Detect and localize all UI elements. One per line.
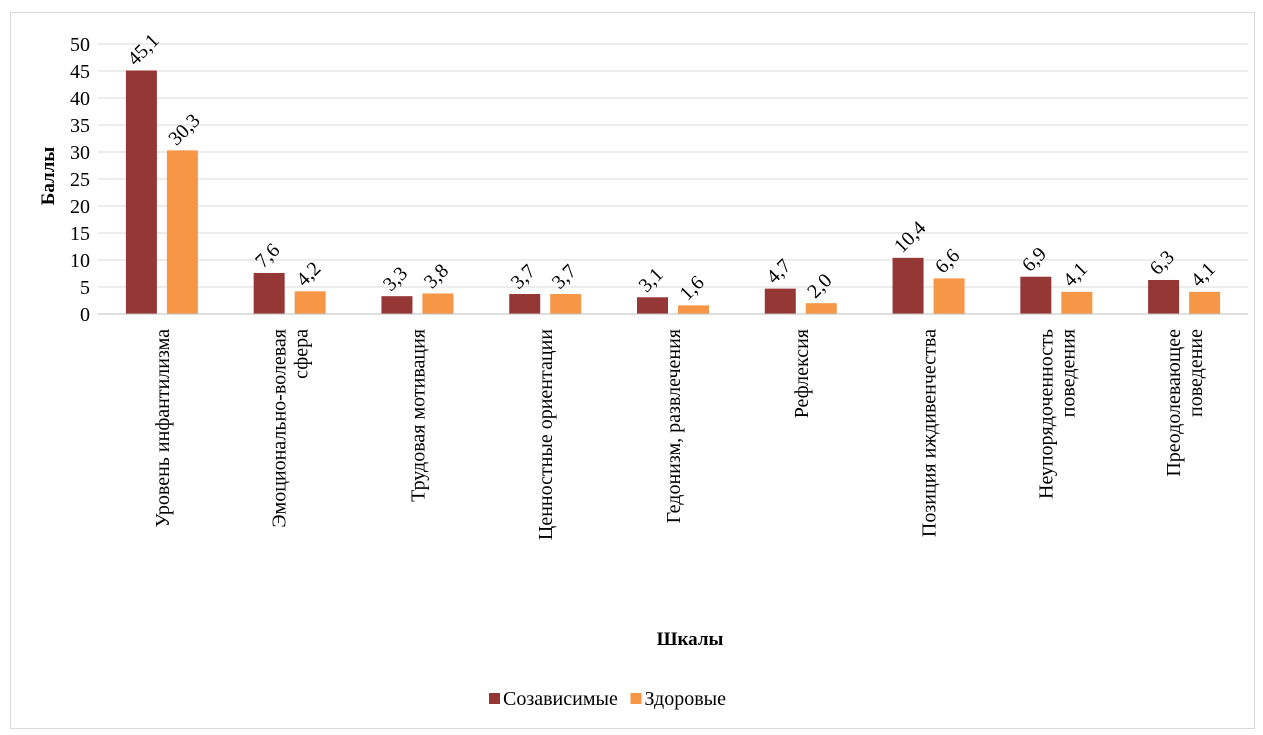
bar — [1148, 279, 1180, 314]
x-tick-label: Трудовая мотивация — [407, 329, 429, 502]
data-label: 7,6 — [251, 239, 284, 272]
bar — [509, 294, 541, 314]
data-label: 4,1 — [1059, 258, 1092, 291]
x-tick-label: Рефлексия — [791, 329, 813, 418]
x-axis-label: Шкалы — [657, 629, 724, 650]
bar — [294, 291, 326, 314]
bar — [1020, 276, 1052, 314]
y-tick-label: 15 — [70, 223, 90, 245]
y-tick-label: 35 — [70, 115, 90, 137]
bar — [1189, 291, 1221, 314]
x-tick-label: Уровень инфантилизма — [152, 329, 174, 528]
data-label: 3,1 — [634, 264, 667, 297]
bar — [166, 150, 198, 314]
y-tick-label: 45 — [70, 61, 90, 83]
y-axis-label: Баллы — [38, 147, 59, 206]
y-tick-label: 30 — [70, 142, 90, 164]
y-tick-label: 10 — [70, 250, 90, 272]
x-tick-label: Неупорядоченность — [1035, 329, 1057, 499]
data-label: 30,3 — [164, 110, 204, 150]
y-tick-label: 0 — [80, 304, 90, 326]
bar — [892, 257, 924, 314]
x-tick-label: Позиция иждивенчества — [919, 329, 941, 537]
y-tick-label: 50 — [70, 34, 90, 56]
bar — [125, 70, 157, 315]
bars — [125, 70, 1221, 315]
x-tick-label: поведения — [1057, 329, 1079, 417]
y-tick-label: 20 — [70, 196, 90, 218]
bar — [678, 305, 709, 314]
gridlines — [98, 43, 1248, 288]
x-tick-label: сфера — [291, 329, 313, 379]
data-label: 4,2 — [292, 258, 325, 291]
bar — [805, 303, 837, 314]
x-tick-label: Эмоционально-волевая — [269, 329, 291, 528]
bar — [764, 288, 796, 314]
data-label: 3,8 — [420, 260, 453, 293]
bar — [253, 272, 285, 314]
data-label: 6,6 — [931, 245, 964, 278]
legend-swatch — [630, 693, 642, 704]
bar — [381, 296, 413, 314]
bar — [1061, 291, 1093, 314]
legend: Созависимые Здоровые — [489, 688, 726, 710]
x-tick-label: Гедонизм, развлечения — [663, 329, 685, 523]
data-label: 6,9 — [1018, 243, 1051, 276]
data-label: 2,0 — [803, 270, 836, 303]
x-tick-label: поведение — [1185, 329, 1207, 417]
data-label: 3,7 — [548, 260, 581, 293]
bar — [550, 294, 582, 314]
data-label: 3,7 — [507, 260, 540, 293]
bar — [637, 297, 668, 314]
data-label: 6,3 — [1146, 246, 1179, 279]
data-label: 4,1 — [1187, 258, 1220, 291]
y-tick-label: 5 — [80, 277, 90, 299]
x-tick-labels: Уровень инфантилизма Эмоционально-волевая… — [152, 329, 1207, 540]
bar — [933, 278, 965, 314]
x-tick-label: Преодолевающее — [1163, 329, 1185, 477]
data-label: 1,6 — [675, 272, 708, 305]
y-tick-labels: 0 5 10 15 20 25 30 35 40 45 50 — [70, 34, 90, 326]
data-label: 10,4 — [890, 217, 930, 257]
legend-swatch — [489, 693, 500, 704]
chart-frame: 0 5 10 15 20 25 30 35 40 45 50 Уровень инфантилизм… — [10, 12, 1255, 729]
legend-label: Созависимые — [503, 688, 618, 710]
x-tick-label: Ценностные ориентации — [535, 329, 557, 540]
legend-label: Здоровые — [645, 688, 727, 710]
data-label: 3,3 — [379, 262, 412, 295]
y-tick-label: 25 — [70, 169, 90, 191]
bar-chart: 0 5 10 15 20 25 30 35 40 45 50 Уровень инфантилизм… — [38, 30, 1248, 710]
y-tick-label: 40 — [70, 88, 90, 110]
bar — [422, 293, 454, 314]
data-label: 45,1 — [123, 30, 163, 70]
